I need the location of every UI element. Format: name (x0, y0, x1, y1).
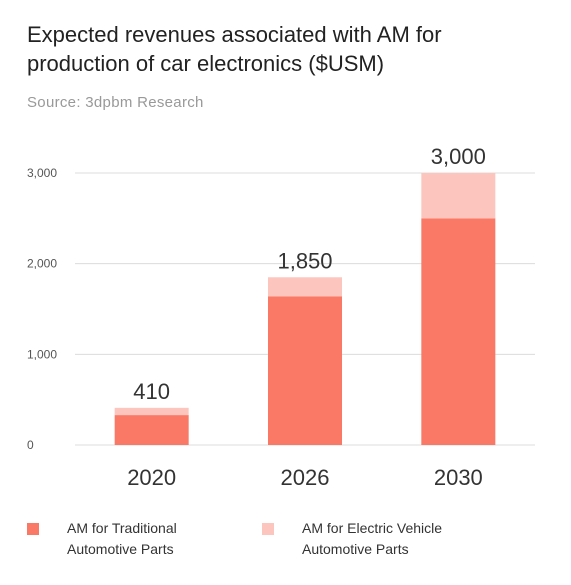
y-tick-label: 0 (27, 438, 34, 452)
legend-label-electric-line-2: Automotive Parts (302, 541, 409, 557)
chart-title-line-1: Expected revenues associated with AM for (27, 22, 442, 47)
bar-segment (268, 296, 342, 445)
y-tick-label: 1,000 (27, 347, 57, 361)
bar-segment (114, 407, 189, 416)
legend-label-traditional-line-1: AM for Traditional (67, 520, 177, 536)
chart-title-line-2: production of car electronics ($USM) (27, 51, 385, 76)
chart-title: Expected revenues associated with AM for… (27, 20, 557, 78)
bar-segment (114, 415, 189, 445)
x-tick-label: 2030 (434, 465, 483, 490)
legend-label-electric-line-1: AM for Electric Vehicle (302, 520, 443, 536)
bar-total-label: 3,000 (431, 144, 486, 169)
y-tick-label: 2,000 (27, 257, 57, 271)
legend-swatch-electric (262, 523, 274, 535)
x-tick-label: 2020 (127, 465, 176, 490)
bar-total-label: 1,850 (277, 248, 332, 273)
bar-segment (421, 173, 496, 219)
legend-label-traditional-line-2: Automotive Parts (67, 541, 174, 557)
legend-swatch-traditional (27, 523, 39, 535)
y-tick-label: 3,000 (27, 166, 57, 180)
legend-label-electric: AM for Electric Vehicle Automotive Parts (302, 518, 522, 560)
chart-subtitle: Source: 3dpbm Research (27, 94, 204, 111)
bar-segment (268, 277, 342, 297)
legend-label-traditional: AM for Traditional Automotive Parts (67, 518, 287, 560)
bar-total-label: 410 (133, 379, 170, 404)
bar-segment (421, 218, 496, 445)
x-tick-label: 2026 (281, 465, 330, 490)
